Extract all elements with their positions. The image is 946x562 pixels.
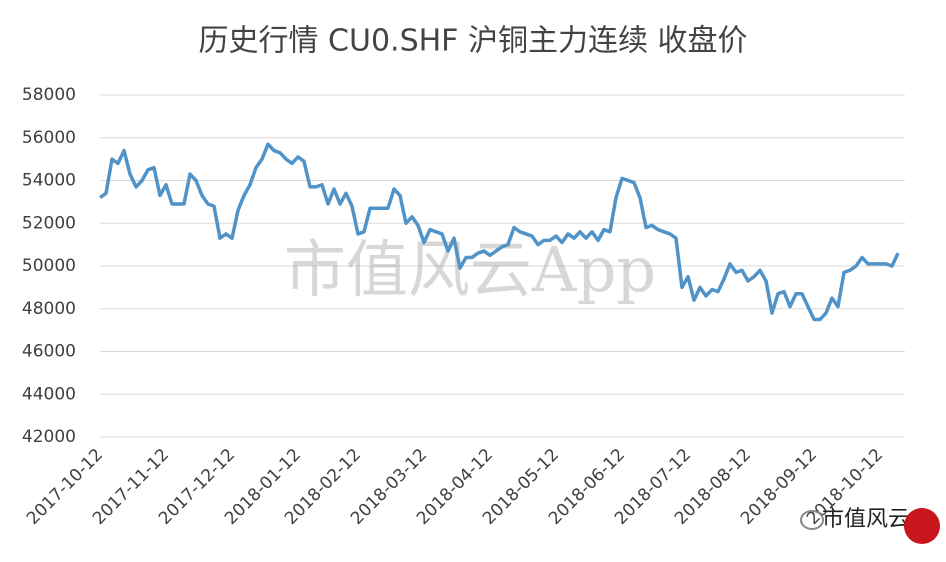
plot <box>98 142 900 322</box>
logo-badge <box>904 508 940 544</box>
chart-title: 历史行情 CU0.SHF 沪铜主力连续 收盘价 <box>199 24 748 59</box>
y-tick-label: 42000 <box>22 427 76 447</box>
grid: 42000 44000 46000 48000 50000 52000 54000 56000… <box>22 85 905 447</box>
y-tick-label: 50000 <box>22 256 76 276</box>
watermark: 市值风云App <box>284 233 656 306</box>
logo: 市值风云 <box>800 507 940 544</box>
y-tick-label: 58000 <box>22 85 76 105</box>
y-tick-label: 46000 <box>22 342 76 362</box>
y-tick-label: 54000 <box>22 171 76 191</box>
x-axis: 2017-10-122017-11-122017-12-122018-01-12… <box>23 445 887 529</box>
logo-text: 市值风云 <box>822 507 910 532</box>
wechat-icon <box>800 510 824 530</box>
y-tick-label: 44000 <box>22 384 76 404</box>
y-tick-label: 48000 <box>22 299 76 319</box>
y-tick-label: 52000 <box>22 213 76 233</box>
line-series <box>98 142 900 322</box>
y-tick-label: 56000 <box>22 128 76 148</box>
